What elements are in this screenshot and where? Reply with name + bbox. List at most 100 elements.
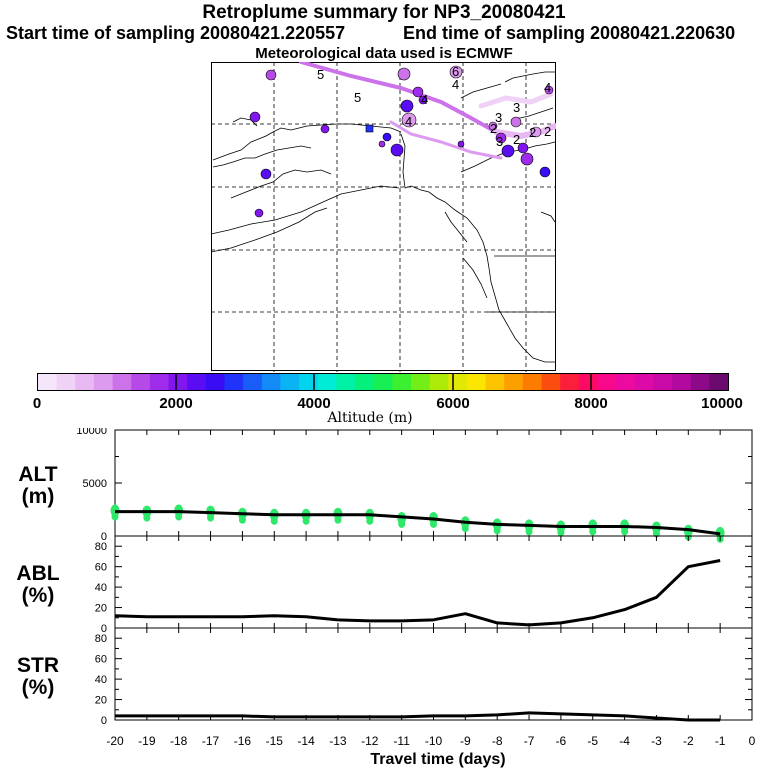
alt-scatter-point	[366, 516, 374, 525]
x-tick-label: -8	[492, 734, 503, 748]
colorbar-cell	[672, 374, 692, 390]
colorbar-cell	[504, 374, 524, 390]
y-tick-label: 0	[101, 531, 107, 543]
x-tick-label: -17	[202, 734, 220, 748]
colorbar-cell	[280, 374, 300, 390]
alt-scatter-point	[493, 526, 501, 535]
x-tick-label: -20	[106, 734, 124, 748]
colorbar-cell	[355, 374, 375, 390]
colorbar-cell	[205, 374, 225, 390]
alt-scatter-point	[111, 512, 119, 521]
alt-scatter-point	[398, 519, 406, 528]
alt-scatter-point	[207, 513, 215, 522]
x-tick-label: -9	[460, 734, 471, 748]
alt-panel: 0 5000 10000 ALT(m)	[18, 428, 753, 543]
colorbar-cells	[38, 374, 729, 390]
colorbar-cell	[448, 374, 468, 390]
colorbar-cell	[149, 374, 170, 390]
alt-scatter-point	[461, 524, 469, 533]
series-line	[115, 510, 721, 536]
colorbar-cell	[75, 374, 95, 390]
cluster-label: 2	[544, 124, 551, 139]
cluster-label: 5	[317, 67, 324, 82]
abl-panel: 0 20 40 60 80 ABL(%)	[16, 535, 753, 635]
y-tick-label: 0	[101, 623, 107, 635]
y-tick-label: 10000	[76, 428, 107, 437]
cluster-label: 5	[354, 90, 361, 105]
colorbar-cell	[634, 374, 654, 390]
colorbar-cell	[541, 374, 561, 390]
y-tick-label: 60	[95, 562, 107, 574]
colorbar-cell	[38, 374, 58, 390]
cluster-label: 4	[544, 80, 551, 95]
cluster-label: 3	[495, 110, 502, 125]
chart-title: Retroplume summary for NP3_20080421	[202, 2, 566, 23]
colorbar-cell	[392, 374, 412, 390]
x-tick-label: -10	[425, 734, 443, 748]
y-tick-label: 0	[101, 715, 107, 727]
y-tick-label: 20	[95, 695, 107, 707]
colorbar-cell	[690, 374, 710, 390]
x-tick-label: -7	[524, 734, 535, 748]
y-tick-label: 40	[95, 674, 107, 686]
series-line	[114, 559, 721, 627]
colorbar-ticks	[175, 374, 592, 390]
plume-markers	[249, 65, 554, 218]
alt-scatter-point	[334, 515, 342, 524]
colorbar-label: 10000	[701, 395, 743, 412]
alt-scatter-point	[430, 519, 437, 528]
altitude-colorbar: 0 2000 4000 6000 8000 10000 Altitude (m)	[33, 373, 743, 426]
y-tick-label: 80	[95, 633, 107, 645]
x-tick-label: -4	[619, 734, 630, 748]
colorbar-cell	[131, 374, 151, 390]
cluster-label: 6	[452, 64, 459, 79]
colorbar-title: Altitude (m)	[326, 410, 412, 426]
y-tick-label: 40	[95, 582, 107, 594]
cluster-label: 2	[529, 125, 536, 140]
cluster-label: 2	[513, 132, 520, 147]
colorbar-cell	[187, 374, 207, 390]
x-tick-label: -14	[297, 734, 315, 748]
alt-scatter-point	[525, 527, 533, 536]
alt-scatter-point	[270, 516, 278, 525]
panel-ylabel-unit: (m)	[22, 485, 55, 508]
colorbar-cell	[112, 374, 132, 390]
cluster-label: 2	[490, 121, 497, 136]
colorbar-cell	[168, 374, 188, 390]
colorbar-cell	[578, 374, 598, 390]
colorbar-cell	[243, 374, 263, 390]
colorbar-label: 6000	[436, 395, 469, 412]
x-tick-label: -12	[361, 734, 379, 748]
alt-scatter-point	[238, 515, 246, 524]
x-tick-label: -11	[393, 734, 410, 748]
colorbar-cell	[709, 374, 729, 390]
panel-frame	[114, 535, 753, 629]
x-tick-label: -13	[329, 734, 347, 748]
met-data-label: Meteorological data used is ECMWF	[255, 45, 513, 62]
x-axis-title: Travel time (days)	[370, 751, 505, 768]
cluster-labels: 5 6 4 5 4 4 3 3 2 2 2 3 4 2	[317, 64, 551, 149]
colorbar-cell	[410, 374, 431, 390]
colorbar-cell	[466, 374, 487, 390]
x-tick-label: -1	[715, 734, 726, 748]
panel-ylabel: STR	[17, 654, 59, 677]
colorbar-cell	[522, 374, 543, 390]
colorbar-cell	[224, 374, 244, 390]
colorbar-cell	[560, 374, 580, 390]
colorbar-cell	[373, 374, 393, 390]
series-line	[115, 711, 721, 722]
start-time-label: Start time of sampling 20080421.220557	[6, 23, 346, 43]
x-tick-label: -5	[587, 734, 598, 748]
alt-scatter-point	[175, 512, 183, 521]
x-tick-label: -15	[266, 734, 284, 748]
cluster-label: 4	[421, 92, 428, 107]
panel-ylabel-unit: (%)	[22, 676, 55, 699]
panel-ylabel: ALT	[18, 463, 57, 486]
colorbar-label: 0	[33, 395, 41, 412]
y-tick-label: 80	[95, 541, 107, 553]
x-tick-label: -18	[170, 734, 188, 748]
alt-scatter-point	[302, 516, 310, 525]
colorbar-cell	[93, 374, 114, 390]
colorbar-cell	[597, 374, 617, 390]
